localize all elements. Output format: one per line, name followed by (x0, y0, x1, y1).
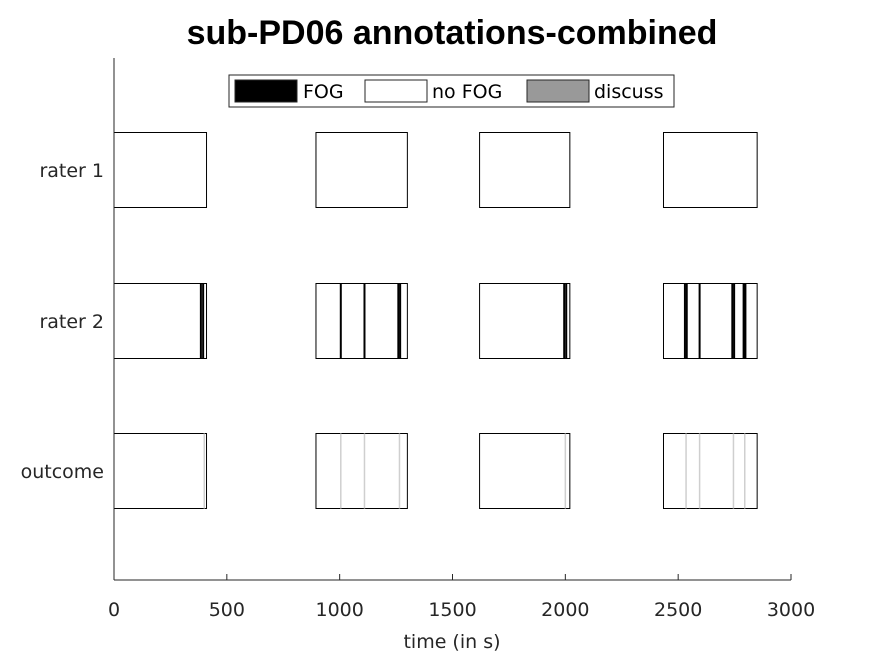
segment-bar (113, 132, 208, 208)
segment-bar (315, 132, 408, 208)
row-rater-2: rater 2 (39, 283, 758, 359)
legend-swatch (234, 79, 298, 103)
legend-entry-label: no FOG (432, 81, 502, 103)
x-tick-label: 1000 (315, 599, 363, 621)
annotation-rows: rater 1 rater 2 outcome (21, 132, 758, 509)
segment-bar (479, 283, 571, 359)
legend-swatch (364, 79, 428, 103)
segment-bar (662, 433, 758, 509)
row-label: rater 1 (39, 160, 104, 182)
x-axis-label: time (in s) (403, 631, 500, 653)
segment-bar (113, 283, 208, 359)
x-tick-label: 0 (108, 599, 120, 621)
legend-entry-label: discuss (594, 81, 664, 103)
chart-title: sub-PD06 annotations-combined (187, 14, 718, 52)
row-rater-1: rater 1 (39, 132, 758, 208)
legend-entry-label: FOG (303, 81, 344, 103)
legend-swatch (526, 79, 590, 103)
segment-bar (113, 433, 208, 509)
segment-bar (662, 283, 758, 359)
axes: 0 500 1000 1500 2000 2500 3000 (108, 58, 815, 621)
x-tick-label: 2000 (541, 599, 589, 621)
segment-bar (662, 132, 758, 208)
row-label: rater 2 (39, 311, 104, 333)
x-tick-label: 3000 (767, 599, 815, 621)
row-label: outcome (21, 461, 104, 483)
segment-bar (315, 433, 408, 509)
segment-bar (479, 433, 571, 509)
segment-bar (479, 132, 571, 208)
x-tick-label: 500 (209, 599, 245, 621)
segment-bar (315, 283, 408, 359)
legend: FOG no FOG discuss (228, 74, 675, 108)
x-tick-label: 1500 (428, 599, 476, 621)
row-outcome: outcome (21, 433, 758, 509)
legend-box (228, 74, 675, 108)
x-tick-label: 2500 (654, 599, 702, 621)
